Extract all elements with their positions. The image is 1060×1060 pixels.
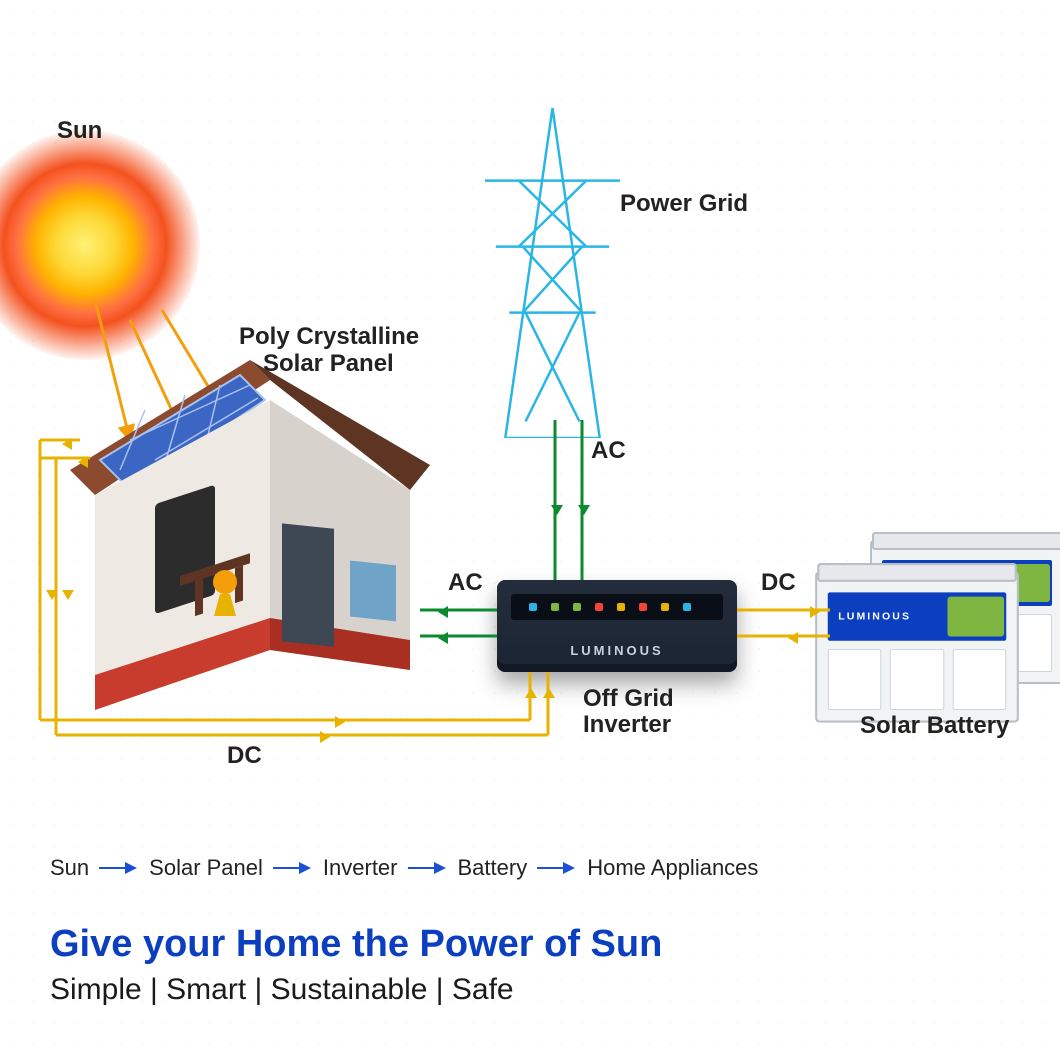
battery-1: LUMINOUS <box>815 571 1019 722</box>
power-tower-icon <box>485 108 620 438</box>
label-ac_house: AC <box>448 569 483 597</box>
inverter-brand: LUMINOUS <box>497 643 737 658</box>
flow-item: Sun <box>50 855 89 881</box>
flow-item: Inverter <box>323 855 398 881</box>
label-grid: Power Grid <box>620 190 748 218</box>
arrow-icon <box>537 860 577 876</box>
headline: Give your Home the Power of Sun <box>50 923 662 966</box>
inverter-led-panel <box>511 594 723 620</box>
label-sun: Sun <box>57 117 102 145</box>
flow-item: Solar Panel <box>149 855 263 881</box>
label-inverter2: Inverter <box>583 711 671 739</box>
label-dc_batt: DC <box>761 569 796 597</box>
inverter-icon: LUMINOUS <box>497 580 737 672</box>
label-inverter1: Off Grid <box>583 685 674 713</box>
label-battery: Solar Battery <box>860 712 1009 740</box>
flow-item: Home Appliances <box>587 855 758 881</box>
label-panel: Poly Crystalline <box>239 323 419 351</box>
flow-legend: Sun Solar Panel Inverter Battery Home Applia… <box>50 855 758 881</box>
arrow-icon <box>99 860 139 876</box>
arrow-icon <box>408 860 448 876</box>
label-dc_house: DC <box>227 742 262 770</box>
flow-item: Battery <box>458 855 528 881</box>
tagline: Simple | Smart | Sustainable | Safe <box>50 973 514 1007</box>
house-icon <box>60 350 450 720</box>
diagram-canvas: LUMINOUS LUMINOUSLUMINOUS SunPoly Crysta… <box>0 0 1060 1060</box>
label-ac_grid: AC <box>591 437 626 465</box>
arrow-icon <box>273 860 313 876</box>
label-panel2: Solar Panel <box>263 350 394 378</box>
